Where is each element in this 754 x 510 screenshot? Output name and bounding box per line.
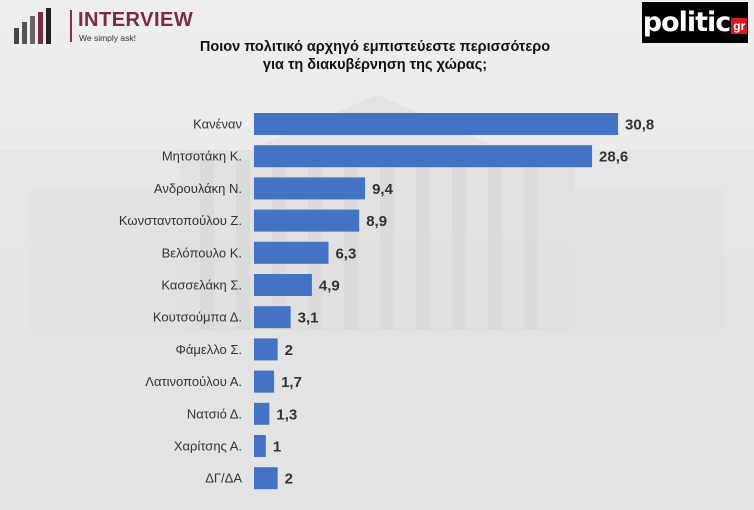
chart-title-line-1: Ποιον πολιτικό αρχηγό εμπιστεύεστε περισ… xyxy=(199,39,551,55)
data-label: 2 xyxy=(285,471,293,488)
bar-chart: Κανέναν 30,8 Μητσοτάκη Κ. 28,6 Ανδρουλάκη Ν.… xyxy=(119,113,654,490)
data-label: 6,3 xyxy=(335,245,356,262)
category-label: Λατινοπούλου Α. xyxy=(145,374,242,389)
logo-divider xyxy=(70,10,72,42)
category-label: Κωνσταντοπούλου Ζ. xyxy=(119,213,242,228)
logo-right-tld: gr xyxy=(731,17,748,34)
bar xyxy=(254,306,291,329)
category-label: Κανέναν xyxy=(193,117,242,132)
bar xyxy=(254,241,329,264)
data-label: 1 xyxy=(273,439,281,456)
category-label: Κασσελάκη Σ. xyxy=(161,278,242,293)
bar xyxy=(254,435,266,457)
data-label: 8,9 xyxy=(366,213,387,230)
bar xyxy=(254,402,270,425)
chart-title-line-2: για τη διακυβέρνηση της χώρας; xyxy=(262,57,488,73)
interview-logo: INTERVIEW We simply ask! xyxy=(14,6,193,46)
data-label: 1,7 xyxy=(281,374,302,391)
logo-right-word: politic xyxy=(642,7,732,38)
bar xyxy=(254,338,278,361)
bar xyxy=(254,177,366,200)
politic-logo: politic gr xyxy=(642,2,748,43)
category-label: Μητσοτάκη Κ. xyxy=(162,149,242,164)
bar xyxy=(254,145,593,168)
bar xyxy=(254,370,275,393)
data-label: 4,9 xyxy=(319,278,340,295)
data-label: 2 xyxy=(285,342,293,359)
data-label: 9,4 xyxy=(372,181,394,198)
category-label: Φάμελλο Σ. xyxy=(176,342,242,357)
data-label: 1,3 xyxy=(276,406,297,423)
category-label: Βελόπουλο Κ. xyxy=(162,245,242,260)
bars-logo-icon xyxy=(14,8,51,44)
data-label: 30,8 xyxy=(625,117,654,134)
data-label: 3,1 xyxy=(298,310,319,327)
bar xyxy=(254,113,619,135)
bar xyxy=(254,274,312,296)
category-label: Κουτσούμπα Δ. xyxy=(153,310,242,325)
chart-title: Ποιον πολιτικό αρχηγό εμπιστεύεστε περισ… xyxy=(150,38,600,74)
category-label: Χαρίτσης Α. xyxy=(174,439,242,454)
category-label: Νατσιό Δ. xyxy=(187,406,242,421)
category-label: Ανδρουλάκη Ν. xyxy=(154,181,242,196)
bar xyxy=(254,209,360,232)
logo-name: INTERVIEW xyxy=(78,9,194,31)
logo-tagline: We simply ask! xyxy=(79,33,136,43)
bar xyxy=(254,467,278,490)
category-label: ΔΓ/ΔΑ xyxy=(205,471,242,486)
data-label: 28,6 xyxy=(599,149,628,166)
